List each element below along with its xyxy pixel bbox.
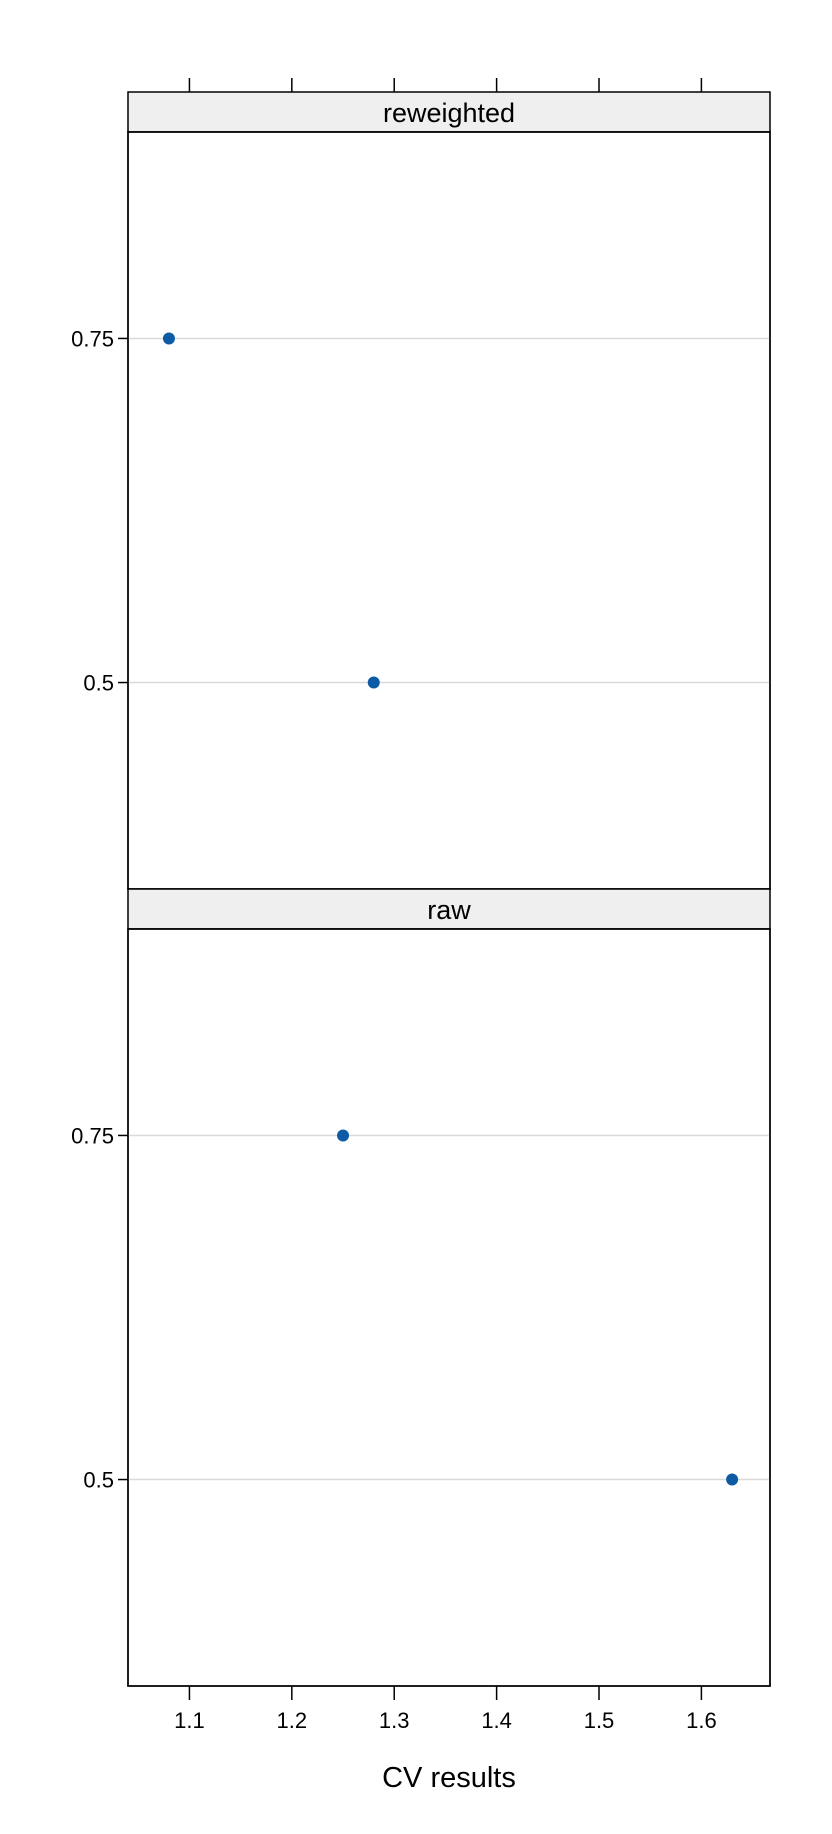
data-point — [162, 332, 175, 345]
strip-background — [127, 91, 771, 133]
data-point — [337, 1129, 350, 1142]
plot-border — [127, 928, 771, 1687]
panel-raw: raw 0.5 0.75 — [71, 888, 771, 1687]
x-tick-label: 1.4 — [481, 1708, 512, 1733]
strip-label: reweighted — [383, 98, 515, 128]
data-point — [726, 1473, 739, 1486]
y-tick-label: 0.75 — [71, 1123, 114, 1148]
x-tick-label: 1.2 — [277, 1708, 308, 1733]
panels-layer: reweighted 0.5 0.75 raw 0.5 0.75 — [71, 91, 771, 1687]
x-axis-bottom: 1.1 1.2 1.3 1.4 1.5 1.6 — [174, 1686, 717, 1733]
plot-area — [127, 928, 771, 1687]
x-tick-label: 1.6 — [686, 1708, 717, 1733]
x-tick-label: 1.3 — [379, 1708, 410, 1733]
x-axis-top — [188, 78, 703, 92]
y-tick-label: 0.5 — [83, 1468, 114, 1493]
plot-area — [127, 131, 771, 890]
panel-reweighted: reweighted 0.5 0.75 — [71, 91, 771, 890]
x-tick-label: 1.5 — [584, 1708, 615, 1733]
x-axis-title: CV results — [382, 1762, 516, 1794]
x-tick-label: 1.1 — [174, 1708, 205, 1733]
strip-label: raw — [427, 895, 471, 925]
y-tick-label: 0.75 — [71, 326, 114, 351]
y-tick-label: 0.5 — [83, 671, 114, 696]
data-point — [367, 676, 380, 689]
